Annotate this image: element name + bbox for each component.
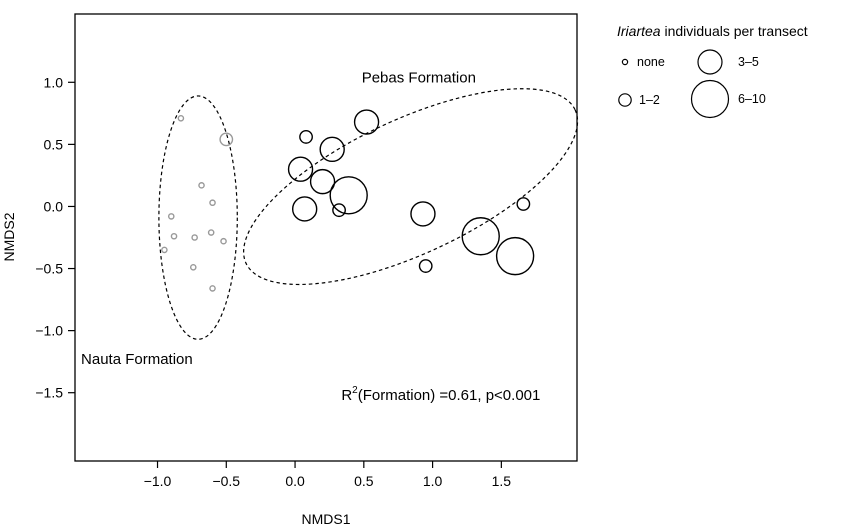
x-tick-label: 1.0	[423, 473, 443, 489]
point-pebas-formation-2	[353, 109, 380, 135]
point-nauta-formation-6	[170, 232, 178, 240]
y-axis-title: NMDS2	[1, 212, 17, 261]
y-axis: −1.5 −1.0 −0.5 0.0 0.5 1.0	[35, 74, 75, 401]
point-nauta-formation-10	[161, 246, 168, 254]
point-nauta-formation-9	[220, 237, 227, 245]
legend-symbol-6-10	[690, 79, 730, 119]
point-pebas-formation-5	[309, 168, 336, 195]
point-pebas-formation-11	[461, 217, 500, 256]
point-nauta-formation-2	[219, 132, 234, 147]
point-pebas-formation-13	[418, 259, 433, 273]
point-pebas-formation-3	[319, 136, 345, 163]
point-pebas-formation-12	[495, 236, 535, 276]
point-pebas-formation-9	[410, 201, 436, 227]
legend-symbol-1-2	[618, 93, 632, 107]
point-nauta-formation-4	[209, 199, 216, 207]
annotation-pebas-formation: Pebas Formation	[362, 69, 476, 86]
x-axis: −1.0 −0.5 0.0 0.5 1.0 1.5	[144, 461, 512, 489]
legend-label-6-10: 6–10	[738, 92, 766, 106]
x-tick-label: −1.0	[144, 473, 172, 489]
pebas-ellipse	[243, 88, 579, 286]
point-nauta-formation-11	[189, 263, 197, 271]
nauta-ellipse	[158, 95, 238, 340]
point-pebas-formation-4	[287, 156, 314, 182]
y-tick-label: 0.0	[44, 198, 64, 214]
point-pebas-formation-10	[516, 197, 531, 211]
point-pebas-formation-1	[299, 130, 313, 144]
x-tick-label: −0.5	[212, 473, 240, 489]
x-tick-label: 0.5	[354, 473, 374, 489]
x-tick-label: 0.0	[285, 473, 305, 489]
point-nauta-formation-5	[167, 213, 175, 220]
point-pebas-formation-8	[332, 203, 346, 218]
point-nauta-formation-8	[207, 229, 215, 236]
annotation-nauta-formation: Nauta Formation	[81, 351, 193, 368]
legend-label-none: none	[637, 55, 665, 69]
y-tick-label: 0.5	[44, 136, 64, 152]
r2-main: R	[341, 387, 352, 404]
legend-symbol-3-5	[697, 49, 723, 75]
legend-title-rest: individuals per transect	[661, 23, 808, 39]
points-layer	[161, 109, 535, 292]
legend-label-1-2: 1–2	[639, 93, 660, 107]
ellipses-layer	[158, 88, 579, 340]
r2-superscript: 2	[352, 385, 358, 396]
legend: Iriartea individuals per transect none 1…	[617, 23, 808, 119]
y-tick-label: 1.0	[44, 74, 64, 90]
point-nauta-formation-1	[177, 115, 185, 122]
x-tick-label: 1.5	[492, 473, 512, 489]
x-axis-title: NMDS1	[301, 511, 350, 527]
y-tick-label: −1.0	[35, 323, 63, 339]
y-tick-label: −1.5	[35, 385, 63, 401]
point-nauta-formation-3	[198, 182, 205, 189]
legend-symbol-none	[621, 58, 629, 66]
annotation-r2-statistic: R2(Formation) =0.61, p<0.001	[341, 385, 540, 404]
r2-rest: (Formation) =0.61, p<0.001	[358, 387, 541, 404]
point-nauta-formation-12	[209, 285, 216, 292]
y-tick-label: −0.5	[35, 261, 63, 277]
point-pebas-formation-6	[329, 176, 368, 215]
plot-frame	[74, 13, 578, 462]
legend-label-3-5: 3–5	[738, 55, 759, 69]
point-nauta-formation-7	[191, 234, 198, 241]
legend-title-italic: Iriartea	[617, 23, 661, 39]
point-pebas-formation-7	[291, 196, 318, 222]
legend-title: Iriartea individuals per transect	[617, 23, 808, 39]
